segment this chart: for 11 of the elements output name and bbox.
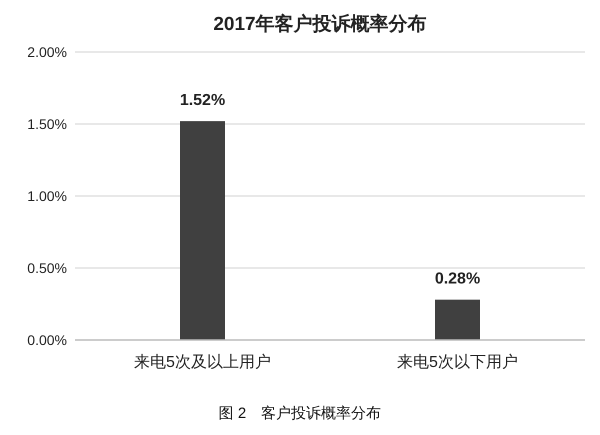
data-label: 1.52% (180, 92, 226, 110)
chart-title: 2017年客户投诉概率分布 (213, 13, 427, 35)
x-tick-label: 来电5次及以上用户 (134, 353, 271, 371)
y-tick-label: 0.00% (27, 332, 67, 348)
caption: 图 2 客户投诉概率分布 (218, 405, 382, 422)
data-label: 0.28% (434, 270, 480, 288)
y-tick-label: 1.00% (27, 188, 67, 204)
y-tick-label: 2.00% (27, 44, 67, 60)
y-tick-label: 0.50% (27, 260, 67, 276)
y-tick-label: 1.50% (27, 116, 67, 132)
x-tick-label: 来电5次以下用户 (397, 353, 518, 371)
